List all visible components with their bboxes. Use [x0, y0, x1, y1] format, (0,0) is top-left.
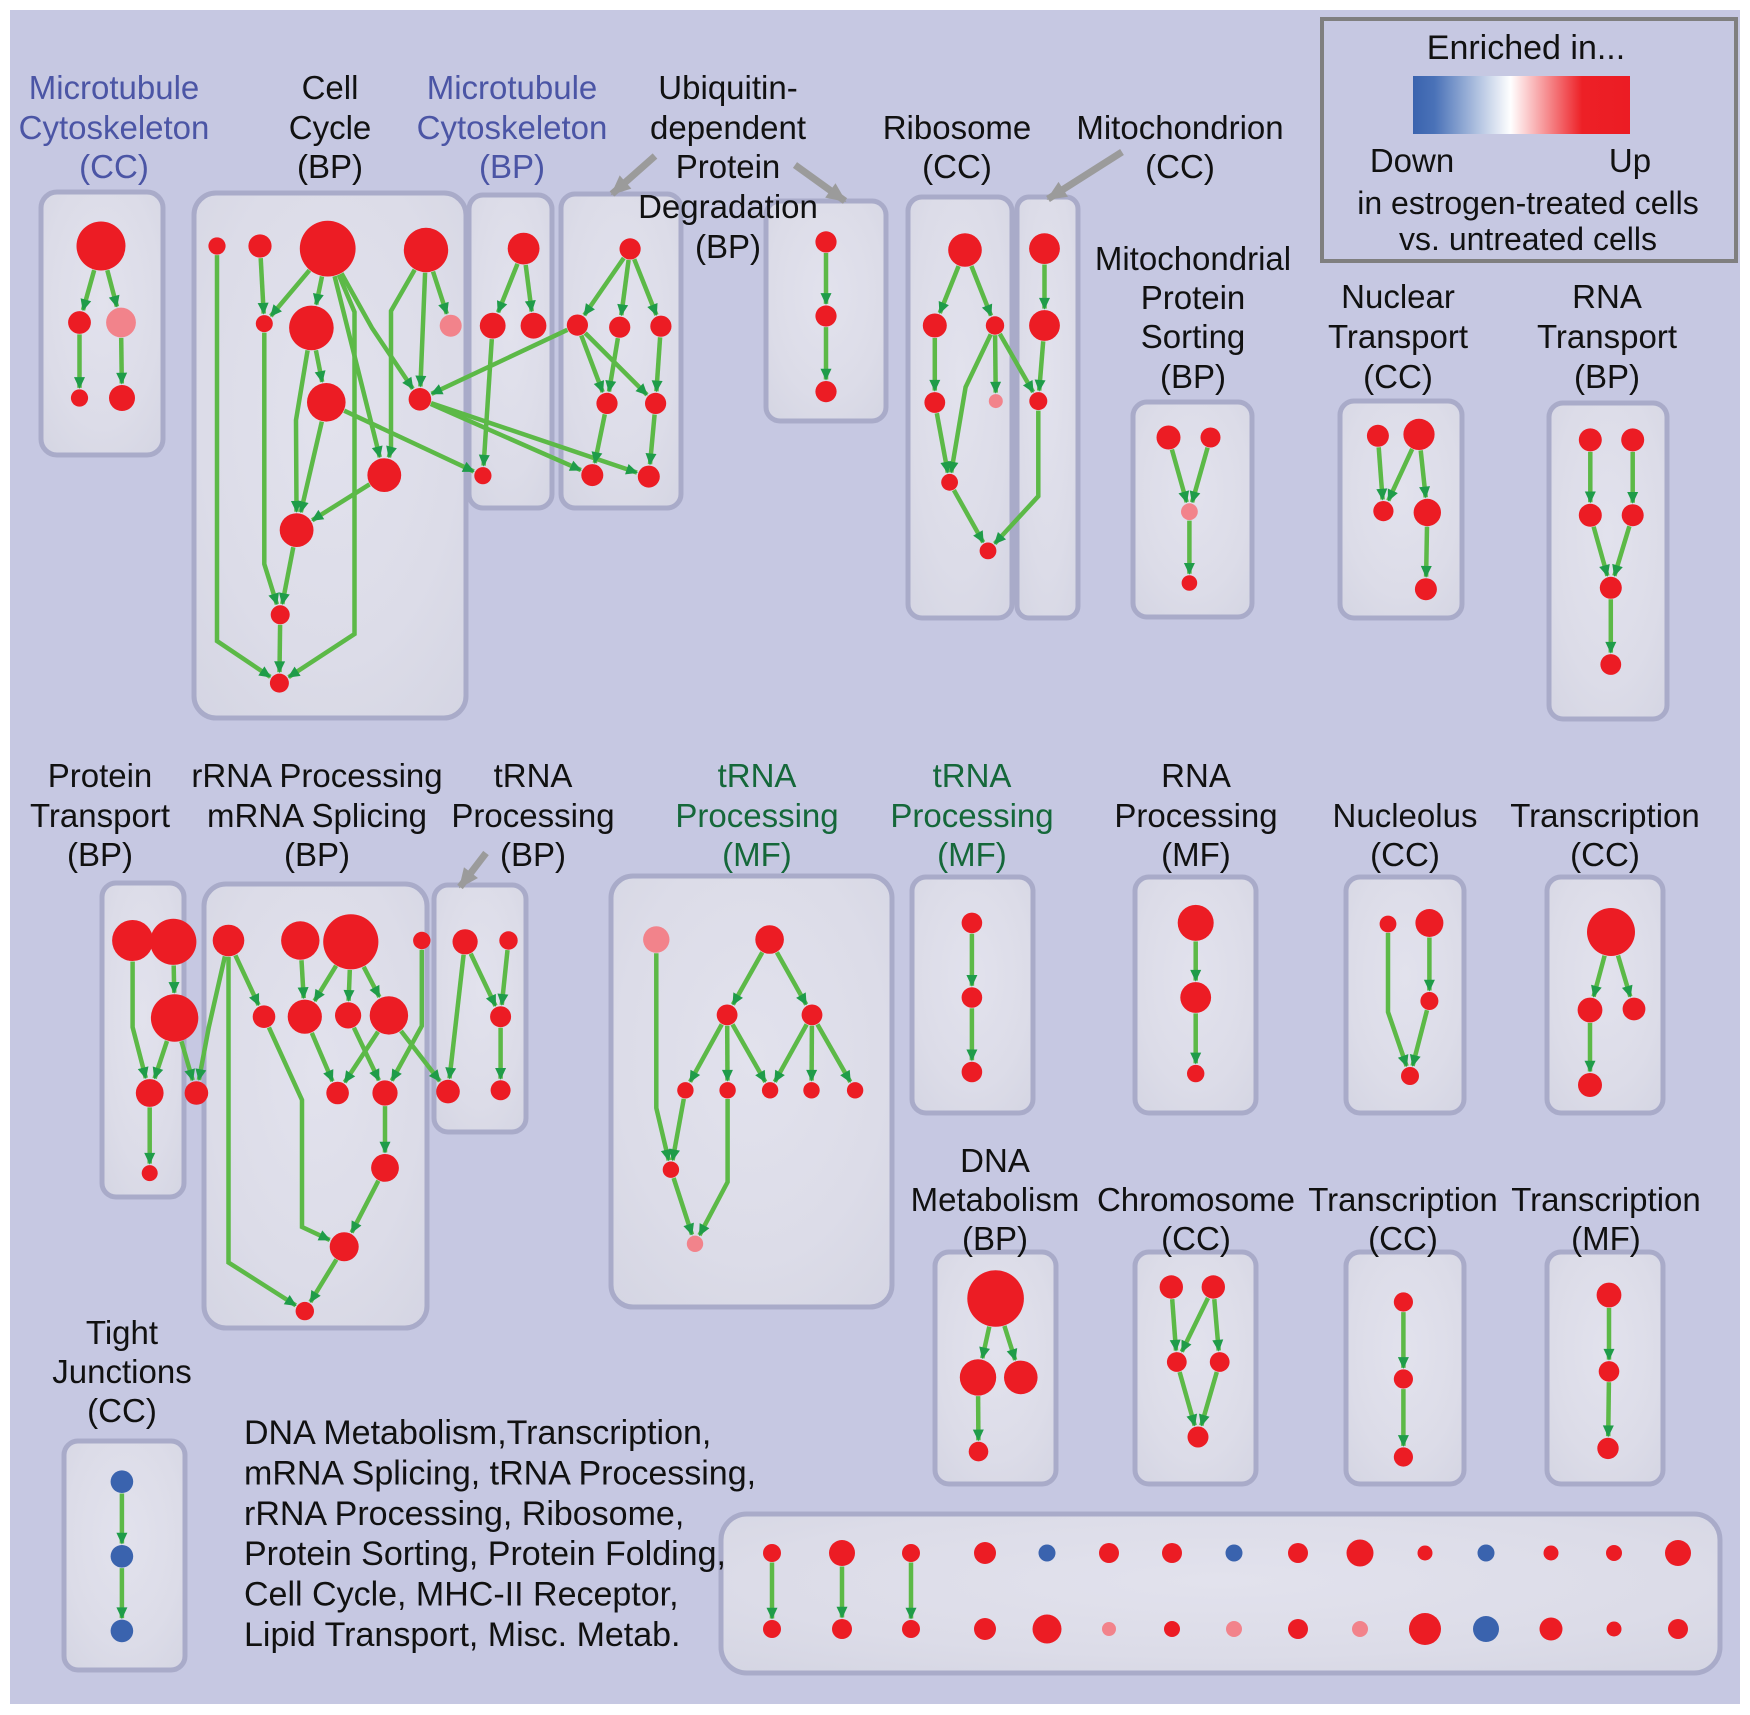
- svg-text:Junctions: Junctions: [52, 1353, 191, 1390]
- svg-text:(BP): (BP): [297, 148, 363, 185]
- svg-text:in estrogen-treated cells: in estrogen-treated cells: [1357, 185, 1699, 221]
- svg-text:(BP): (BP): [479, 148, 545, 185]
- svg-text:Tight: Tight: [86, 1314, 158, 1351]
- svg-text:(BP): (BP): [695, 228, 761, 265]
- svg-text:Protein: Protein: [1141, 279, 1246, 316]
- svg-text:(CC): (CC): [1570, 836, 1640, 873]
- svg-text:Protein Sorting, Protein Foldi: Protein Sorting, Protein Folding,: [244, 1535, 726, 1573]
- svg-text:(MF): (MF): [937, 836, 1007, 873]
- svg-text:(BP): (BP): [1160, 358, 1226, 395]
- svg-text:(CC): (CC): [79, 148, 149, 185]
- svg-text:(BP): (BP): [284, 836, 350, 873]
- svg-text:(CC): (CC): [1161, 1220, 1231, 1257]
- svg-text:Transcription: Transcription: [1510, 797, 1700, 834]
- svg-text:Transport: Transport: [30, 797, 170, 834]
- svg-text:Cytoskeleton: Cytoskeleton: [19, 109, 210, 146]
- svg-text:Processing: Processing: [451, 797, 614, 834]
- svg-text:Transport: Transport: [1328, 318, 1468, 355]
- svg-text:tRNA: tRNA: [718, 757, 797, 794]
- svg-text:(MF): (MF): [1161, 836, 1231, 873]
- svg-text:Nucleolus: Nucleolus: [1333, 797, 1478, 834]
- svg-text:Protein: Protein: [48, 757, 153, 794]
- svg-text:Transcription: Transcription: [1511, 1181, 1701, 1218]
- svg-text:DNA Metabolism,Transcription,: DNA Metabolism,Transcription,: [244, 1414, 711, 1452]
- svg-text:Degradation: Degradation: [638, 188, 818, 225]
- svg-text:dependent: dependent: [650, 109, 806, 146]
- svg-text:Processing: Processing: [890, 797, 1053, 834]
- svg-text:(CC): (CC): [922, 148, 992, 185]
- svg-text:RNA: RNA: [1572, 278, 1642, 315]
- svg-text:Microtubule: Microtubule: [427, 69, 598, 106]
- svg-text:DNA: DNA: [960, 1142, 1030, 1179]
- svg-text:rRNA Processing: rRNA Processing: [191, 757, 442, 794]
- svg-text:(MF): (MF): [722, 836, 792, 873]
- svg-text:Ribosome: Ribosome: [883, 109, 1032, 146]
- svg-text:rRNA Processing, Ribosome,: rRNA Processing, Ribosome,: [244, 1495, 684, 1533]
- svg-text:Cell: Cell: [302, 69, 359, 106]
- svg-text:Transport: Transport: [1537, 318, 1677, 355]
- svg-text:Nuclear: Nuclear: [1341, 278, 1455, 315]
- svg-text:Mitochondrial: Mitochondrial: [1095, 240, 1291, 277]
- svg-text:Metabolism: Metabolism: [911, 1181, 1080, 1218]
- svg-text:tRNA: tRNA: [933, 757, 1012, 794]
- svg-text:(CC): (CC): [1370, 836, 1440, 873]
- svg-text:mRNA Splicing: mRNA Splicing: [207, 797, 427, 834]
- svg-text:Processing: Processing: [675, 797, 838, 834]
- svg-text:mRNA Splicing, tRNA Processing: mRNA Splicing, tRNA Processing,: [244, 1454, 756, 1492]
- svg-text:RNA: RNA: [1161, 757, 1231, 794]
- svg-text:Transcription: Transcription: [1308, 1181, 1498, 1218]
- svg-text:tRNA: tRNA: [494, 757, 573, 794]
- svg-text:Cytoskeleton: Cytoskeleton: [417, 109, 608, 146]
- svg-text:Enriched in...: Enriched in...: [1427, 29, 1625, 67]
- svg-text:Cell Cycle, MHC-II Receptor,: Cell Cycle, MHC-II Receptor,: [244, 1576, 679, 1614]
- svg-text:Processing: Processing: [1114, 797, 1277, 834]
- svg-text:(BP): (BP): [67, 836, 133, 873]
- svg-text:(BP): (BP): [1574, 358, 1640, 395]
- svg-text:(CC): (CC): [87, 1392, 157, 1429]
- svg-text:Down: Down: [1370, 142, 1454, 179]
- svg-text:Cycle: Cycle: [289, 109, 372, 146]
- svg-text:(CC): (CC): [1368, 1220, 1438, 1257]
- svg-text:(MF): (MF): [1571, 1220, 1641, 1257]
- svg-text:Protein: Protein: [676, 148, 781, 185]
- svg-text:(BP): (BP): [962, 1220, 1028, 1257]
- svg-text:Mitochondrion: Mitochondrion: [1076, 109, 1283, 146]
- svg-text:Lipid Transport, Misc. Metab.: Lipid Transport, Misc. Metab.: [244, 1616, 681, 1654]
- svg-text:(BP): (BP): [500, 836, 566, 873]
- svg-text:(CC): (CC): [1363, 358, 1433, 395]
- svg-text:(CC): (CC): [1145, 148, 1215, 185]
- svg-text:Up: Up: [1609, 142, 1651, 179]
- svg-text:vs. untreated cells: vs. untreated cells: [1399, 221, 1657, 257]
- svg-text:Ubiquitin-: Ubiquitin-: [658, 69, 797, 106]
- svg-text:Sorting: Sorting: [1141, 318, 1246, 355]
- svg-text:Chromosome: Chromosome: [1097, 1181, 1295, 1218]
- svg-text:Microtubule: Microtubule: [29, 69, 200, 106]
